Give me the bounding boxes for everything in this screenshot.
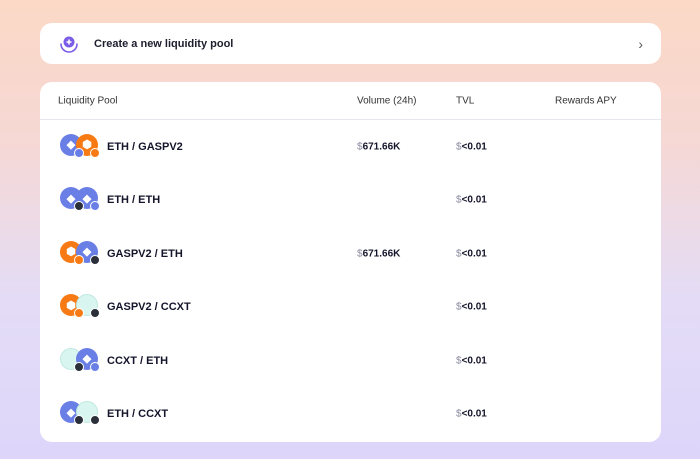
token-pair-icons: ◆ ⬢ xyxy=(60,133,104,160)
header-apy[interactable]: Rewards APY xyxy=(555,95,617,106)
pool-tvl: $<0.01 xyxy=(456,248,487,260)
dark-chain-badge-icon xyxy=(90,415,100,426)
dark-chain-badge-icon xyxy=(74,201,84,212)
header-volume[interactable]: Volume (24h) xyxy=(357,95,417,106)
table-row[interactable]: ⬢ ◆ GASPV2 / ETH $671.66K $<0.01 xyxy=(40,227,661,281)
table-row[interactable]: ◆ ⬢ ETH / GASPV2 $671.66K $<0.01 xyxy=(40,120,661,174)
table-header: Liquidity Pool Volume (24h) TVL Rewards … xyxy=(40,82,661,120)
pool-pair[interactable]: GASPV2 / ETH xyxy=(107,247,183,260)
dark-chain-badge-icon xyxy=(74,415,84,426)
eth-chain-badge-icon xyxy=(74,147,84,158)
pool-volume: $671.66K xyxy=(357,141,401,153)
gaspv2-chain-badge-icon xyxy=(74,254,84,265)
pool-tvl: $<0.01 xyxy=(456,194,487,206)
header-tvl[interactable]: TVL xyxy=(456,95,475,106)
chevron-right-icon: › xyxy=(638,35,643,52)
pool-pair[interactable]: CCXT / ETH xyxy=(107,354,169,367)
token-pair-icons: ◆ xyxy=(60,401,104,427)
table-row[interactable]: ◆ ◆ ETH / ETH $<0.01 xyxy=(40,174,661,228)
token-pair-icons: ⬢ ◆ xyxy=(60,240,104,267)
header-pool: Liquidity Pool xyxy=(58,95,118,106)
pool-pair[interactable]: ETH / GASPV2 xyxy=(107,140,183,153)
pool-pair[interactable]: GASPV2 / CCXT xyxy=(107,301,191,314)
pool-pair[interactable]: ETH / CCXT xyxy=(107,408,169,421)
token-pair-icons: ⬢ xyxy=(60,294,104,320)
eth-chain-badge-icon xyxy=(90,361,100,372)
pool-tvl: $<0.01 xyxy=(456,301,487,313)
table-row[interactable]: ⬢ GASPV2 / CCXT $<0.01 xyxy=(40,281,661,335)
pools-table: Liquidity Pool Volume (24h) TVL Rewards … xyxy=(40,82,661,442)
token-pair-icons: ◆ xyxy=(60,347,104,374)
pool-tvl: $<0.01 xyxy=(456,355,487,367)
table-row[interactable]: ◆ CCXT / ETH $<0.01 xyxy=(40,334,661,388)
dark-chain-badge-icon xyxy=(74,361,84,372)
plus-circle-icon xyxy=(60,36,78,53)
dark-chain-badge-icon xyxy=(90,254,100,265)
pool-tvl: $<0.01 xyxy=(456,408,487,420)
table-row[interactable]: ◆ ETH / CCXT $<0.01 xyxy=(40,388,661,442)
pool-tvl: $<0.01 xyxy=(456,141,487,153)
create-pool-label: Create a new liquidity pool xyxy=(94,37,234,50)
eth-chain-badge-icon xyxy=(90,201,100,212)
token-pair-icons: ◆ ◆ xyxy=(60,187,104,213)
create-pool-button[interactable]: Create a new liquidity pool › xyxy=(40,23,661,64)
pool-pair[interactable]: ETH / ETH xyxy=(107,194,161,207)
gaspv2-chain-badge-icon xyxy=(74,308,84,319)
pool-volume: $671.66K xyxy=(357,248,401,260)
gaspv2-chain-badge-icon xyxy=(90,147,100,158)
dark-chain-badge-icon xyxy=(90,308,100,319)
